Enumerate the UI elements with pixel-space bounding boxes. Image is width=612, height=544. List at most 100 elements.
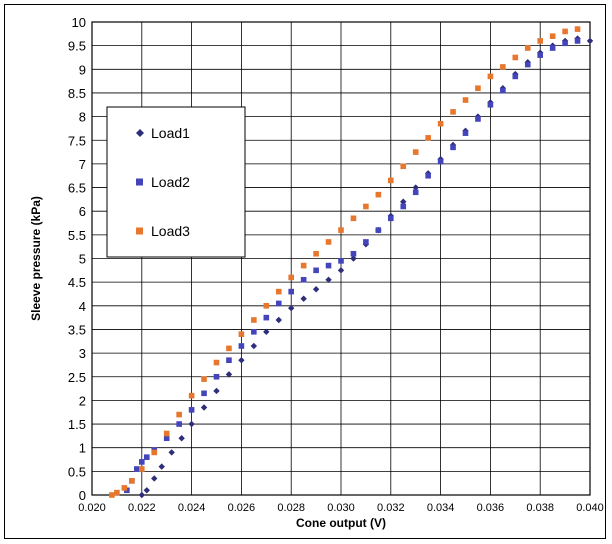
data-point [275,300,282,307]
legend-marker-load3 [136,227,143,235]
data-point [163,435,170,442]
x-tick-label: 0.032 [377,502,405,514]
x-axis-ticks: 0.020 0.022 0.024 0.026 0.028 0.030 0.032 0.034… [78,502,604,514]
data-point [437,158,444,165]
data-point [300,262,307,269]
data-point [188,392,195,399]
series-markers [109,26,594,499]
data-point [350,215,357,222]
data-point [313,250,319,257]
data-point [425,135,431,141]
data-point [412,189,419,196]
data-point [500,87,506,94]
x-tick-label: 0.036 [477,502,505,514]
legend-entry-load2: Load2 [136,174,190,190]
data-point [363,239,369,245]
data-point [176,421,182,427]
data-point [300,295,307,302]
data-point [163,430,170,437]
data-point [213,387,220,395]
data-point [129,478,135,484]
data-point [158,463,165,470]
data-point [549,33,556,39]
data-point [134,466,140,472]
data-point [512,54,519,61]
data-point [200,404,208,411]
x-axis-label: Cone output (V) [296,516,386,530]
data-point [350,250,357,257]
data-point [475,85,481,92]
data-point [537,38,543,44]
legend-label-load1: Load1 [151,125,190,141]
data-point [412,149,419,155]
y-tick-label: 5 [79,252,86,267]
data-point [562,40,568,47]
series-load1 [138,35,594,499]
data-point [500,64,506,70]
y-axis-label: Sleeve pressure (kPa) [29,196,43,321]
legend-marker-load2 [136,178,143,186]
data-point [537,52,543,58]
data-point [437,120,444,127]
data-point [388,177,394,184]
data-point [325,239,332,245]
data-point [337,267,345,274]
data-point [350,255,357,262]
data-point [263,328,270,336]
y-tick-label: 0 [79,488,86,503]
data-point [238,356,245,364]
y-axis-ticks: 0 0.5 1 1.5 2 2.5 3 3.5 4 4.5 5 5.5 6 6.5 7 7.5 8 8.5 9 9.5… [68,15,86,503]
series-load3 [109,26,581,498]
legend-label-load3: Load3 [151,223,190,239]
data-point [400,203,407,210]
data-point [462,97,469,103]
data-point [109,492,115,498]
data-point [288,288,294,295]
data-point [226,357,232,363]
data-point [188,420,195,428]
data-point [300,276,307,283]
data-point [325,276,332,283]
data-point [313,267,319,274]
data-point [143,454,150,460]
data-point [425,172,431,179]
data-point [288,304,295,312]
y-tick-label: 4.5 [68,275,86,290]
data-point [263,303,270,309]
data-point [512,73,519,80]
data-point [213,359,220,366]
data-point [549,45,556,51]
data-point [574,38,581,44]
y-tick-label: 4 [79,299,86,314]
data-point [375,227,382,233]
data-point [487,73,494,80]
data-point [263,314,270,321]
data-point [176,411,182,418]
data-point [143,487,150,494]
data-point [450,144,456,151]
y-tick-label: 10 [72,15,86,30]
legend-entry-load3: Load3 [136,223,190,239]
legend: Load1 Load2 Load3 [106,106,246,258]
data-point [121,485,128,491]
data-point [375,191,382,198]
data-point [250,342,258,350]
data-point [562,28,568,35]
data-point [188,407,195,413]
data-point [524,61,531,68]
data-point [412,184,419,191]
y-tick-label: 9.5 [68,39,86,54]
data-point [487,101,494,108]
legend-label-load2: Load2 [151,174,190,190]
data-point [238,343,245,349]
legend-box [106,106,246,258]
data-point [400,198,407,205]
data-point [388,215,394,222]
y-tick-label: 6.5 [68,181,86,196]
y-tick-label: 2 [79,393,86,408]
data-point [363,203,369,210]
data-point [450,109,456,115]
data-point [238,331,245,337]
legend-marker-load1 [136,129,144,137]
